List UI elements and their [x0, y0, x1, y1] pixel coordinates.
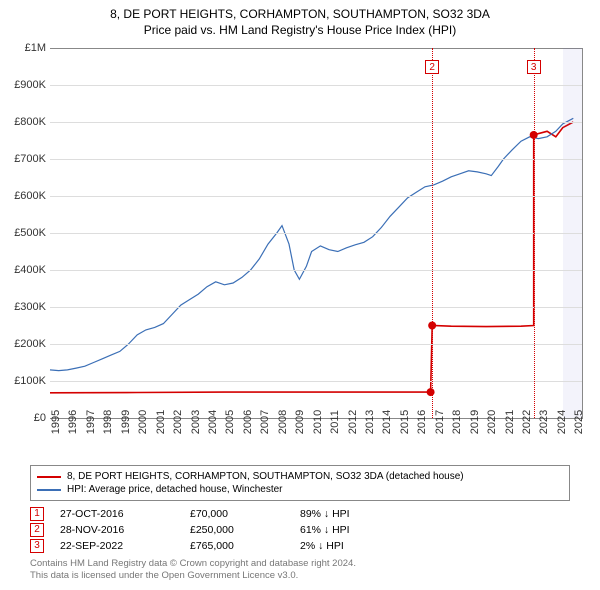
- x-tick-label: 2020: [486, 410, 498, 434]
- x-tick-label: 2021: [504, 410, 516, 434]
- x-tick-label: 2008: [277, 410, 289, 434]
- transactions-table: 1 27-OCT-2016£70,00089% ↓ HPI 2 28-NOV-2016…: [30, 506, 570, 554]
- x-tick-label: 2011: [329, 410, 341, 434]
- transaction-row: 2 28-NOV-2016£250,00061% ↓ HPI: [30, 522, 570, 538]
- transaction-delta: 89% ↓ HPI: [300, 508, 420, 520]
- legend-label-hpi: HPI: Average price, detached house, Winc…: [67, 484, 283, 495]
- y-tick-label: £500K: [14, 227, 46, 239]
- y-tick-label: £900K: [14, 79, 46, 91]
- y-tick-label: £200K: [14, 338, 46, 350]
- x-tick-label: 1998: [102, 410, 114, 434]
- gridline-h: [50, 159, 582, 160]
- legend-label-price-paid: 8, DE PORT HEIGHTS, CORHAMPTON, SOUTHAMP…: [67, 471, 464, 482]
- x-tick-label: 2017: [434, 410, 446, 434]
- gridline-h: [50, 307, 582, 308]
- x-tick-label: 2005: [224, 410, 236, 434]
- y-tick-label: £400K: [14, 264, 46, 276]
- gridline-h: [50, 85, 582, 86]
- x-tick-label: 2016: [416, 410, 428, 434]
- x-tick-label: 1999: [120, 410, 132, 434]
- transaction-price: £70,000: [190, 508, 300, 520]
- x-tick-label: 2010: [312, 410, 324, 434]
- footer-line1: Contains HM Land Registry data © Crown c…: [30, 558, 356, 569]
- x-tick-label: 2018: [451, 410, 463, 434]
- gridline-h: [50, 344, 582, 345]
- transaction-date: 27-OCT-2016: [60, 508, 190, 520]
- y-tick-label: £800K: [14, 116, 46, 128]
- x-tick-label: 2023: [538, 410, 550, 434]
- transaction-row: 3 22-SEP-2022£765,0002% ↓ HPI: [30, 538, 570, 554]
- y-tick-label: £0: [34, 412, 46, 424]
- marker-callout: 3: [527, 60, 541, 74]
- transaction-marker-dot: [427, 388, 435, 396]
- x-tick-label: 2006: [242, 410, 254, 434]
- x-tick-label: 2014: [381, 410, 393, 434]
- y-tick-label: £1M: [25, 42, 46, 54]
- x-tick-label: 2002: [172, 410, 184, 434]
- transaction-date: 28-NOV-2016: [60, 524, 190, 536]
- x-tick-label: 2015: [399, 410, 411, 434]
- transaction-delta: 2% ↓ HPI: [300, 540, 420, 552]
- gridline-h: [50, 122, 582, 123]
- transaction-marker-icon: 2: [30, 523, 44, 537]
- y-tick-label: £100K: [14, 375, 46, 387]
- transaction-date: 22-SEP-2022: [60, 540, 190, 552]
- transaction-price: £765,000: [190, 540, 300, 552]
- x-tick-label: 2022: [521, 410, 533, 434]
- legend-row: 8, DE PORT HEIGHTS, CORHAMPTON, SOUTHAMP…: [37, 470, 563, 483]
- x-tick-label: 2013: [364, 410, 376, 434]
- x-tick-label: 2009: [294, 410, 306, 434]
- footer-line2: This data is licensed under the Open Gov…: [30, 570, 298, 581]
- x-tick-label: 2004: [207, 410, 219, 434]
- marker-callout: 2: [425, 60, 439, 74]
- x-tick-label: 1995: [50, 410, 62, 434]
- marker-vline: [432, 48, 433, 418]
- marker-vline: [534, 48, 535, 418]
- transaction-marker-icon: 1: [30, 507, 44, 521]
- chart-title-line1: 8, DE PORT HEIGHTS, CORHAMPTON, SOUTHAMP…: [0, 0, 600, 23]
- chart-footer: Contains HM Land Registry data © Crown c…: [30, 558, 356, 582]
- gridline-h: [50, 196, 582, 197]
- chart-title-line2: Price paid vs. HM Land Registry's House …: [0, 23, 600, 43]
- legend-box: 8, DE PORT HEIGHTS, CORHAMPTON, SOUTHAMP…: [30, 465, 570, 501]
- x-tick-label: 2007: [259, 410, 271, 434]
- transaction-row: 1 27-OCT-2016£70,00089% ↓ HPI: [30, 506, 570, 522]
- y-tick-label: £700K: [14, 153, 46, 165]
- x-tick-label: 2003: [190, 410, 202, 434]
- legend-swatch-price-paid: [37, 476, 61, 478]
- x-tick-label: 2000: [137, 410, 149, 434]
- x-tick-label: 2024: [556, 410, 568, 434]
- y-tick-label: £300K: [14, 301, 46, 313]
- x-tick-label: 2025: [573, 410, 585, 434]
- chart-container: 8, DE PORT HEIGHTS, CORHAMPTON, SOUTHAMP…: [0, 0, 600, 590]
- gridline-h: [50, 270, 582, 271]
- x-tick-label: 2012: [347, 410, 359, 434]
- transaction-delta: 61% ↓ HPI: [300, 524, 420, 536]
- gridline-h: [50, 233, 582, 234]
- series-hpi: [50, 118, 573, 370]
- x-tick-label: 2019: [469, 410, 481, 434]
- series-price_paid: [50, 122, 573, 393]
- transaction-marker-icon: 3: [30, 539, 44, 553]
- gridline-h: [50, 381, 582, 382]
- legend-swatch-hpi: [37, 489, 61, 491]
- legend-row: HPI: Average price, detached house, Winc…: [37, 483, 563, 496]
- y-tick-label: £600K: [14, 190, 46, 202]
- x-tick-label: 1997: [85, 410, 97, 434]
- x-tick-label: 1996: [67, 410, 79, 434]
- x-tick-label: 2001: [155, 410, 167, 434]
- transaction-price: £250,000: [190, 524, 300, 536]
